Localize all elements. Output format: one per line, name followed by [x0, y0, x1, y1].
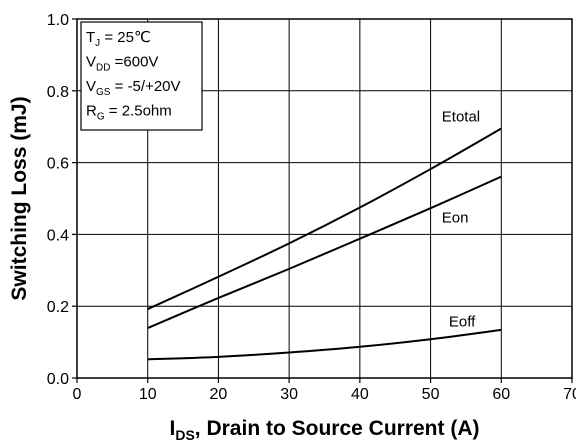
- x-tick-label: 30: [280, 386, 298, 403]
- series-label-eon: Eon: [442, 210, 469, 227]
- y-tick-label: 0.0: [47, 371, 69, 388]
- test-condition-line: RG = 2.5ohm: [86, 103, 172, 123]
- x-tick-label: 10: [139, 386, 157, 403]
- x-axis-title-subscript: DS: [175, 427, 194, 443]
- series-label-etotal: Etotal: [442, 108, 480, 125]
- y-tick-label: 0.2: [47, 299, 69, 316]
- x-tick-label: 70: [563, 386, 576, 403]
- y-tick-label: 0.8: [47, 84, 69, 101]
- series-line-eoff: [147, 328, 502, 361]
- test-condition-line: VDD =600V: [86, 54, 158, 74]
- y-tick-label: 1.0: [47, 12, 69, 29]
- test-conditions-frame: [80, 21, 203, 131]
- x-tick-label: 20: [210, 386, 228, 403]
- x-tick-label: 0: [73, 386, 82, 403]
- x-axis-title-main: I: [170, 417, 176, 440]
- y-tick-labels: 0.0 0.2 0.4 0.6 0.8 1.0: [47, 12, 69, 388]
- series-line-etotal: [147, 127, 502, 310]
- x-tick-label: 40: [351, 386, 369, 403]
- test-condition-line: TJ = 25℃: [86, 29, 151, 49]
- x-tick-label: 50: [422, 386, 440, 403]
- y-tick-label: 0.6: [47, 156, 69, 173]
- x-axis-title-rest: , Drain to Source Current (A): [195, 417, 480, 440]
- series-line-eon: [147, 175, 502, 330]
- y-tick-label: 0.4: [47, 227, 69, 244]
- x-tick-label: 60: [492, 386, 510, 403]
- x-axis-title: IDS, Drain to Source Current (A): [170, 417, 480, 443]
- test-conditions-box: TJ = 25℃ VDD =600V VGS = -5/+20V RG = 2.5oh…: [80, 21, 203, 131]
- y-axis-title: Switching Loss (mJ): [8, 96, 31, 300]
- x-tick-labels: 0 10 20 30 40 50 60 70: [73, 386, 576, 403]
- test-condition-line: VGS = -5/+20V: [86, 78, 181, 98]
- plot-frame: [76, 18, 573, 379]
- series-label-eoff: Eoff: [449, 314, 476, 331]
- series-lines: Etotal Eon Eoff: [147, 108, 502, 361]
